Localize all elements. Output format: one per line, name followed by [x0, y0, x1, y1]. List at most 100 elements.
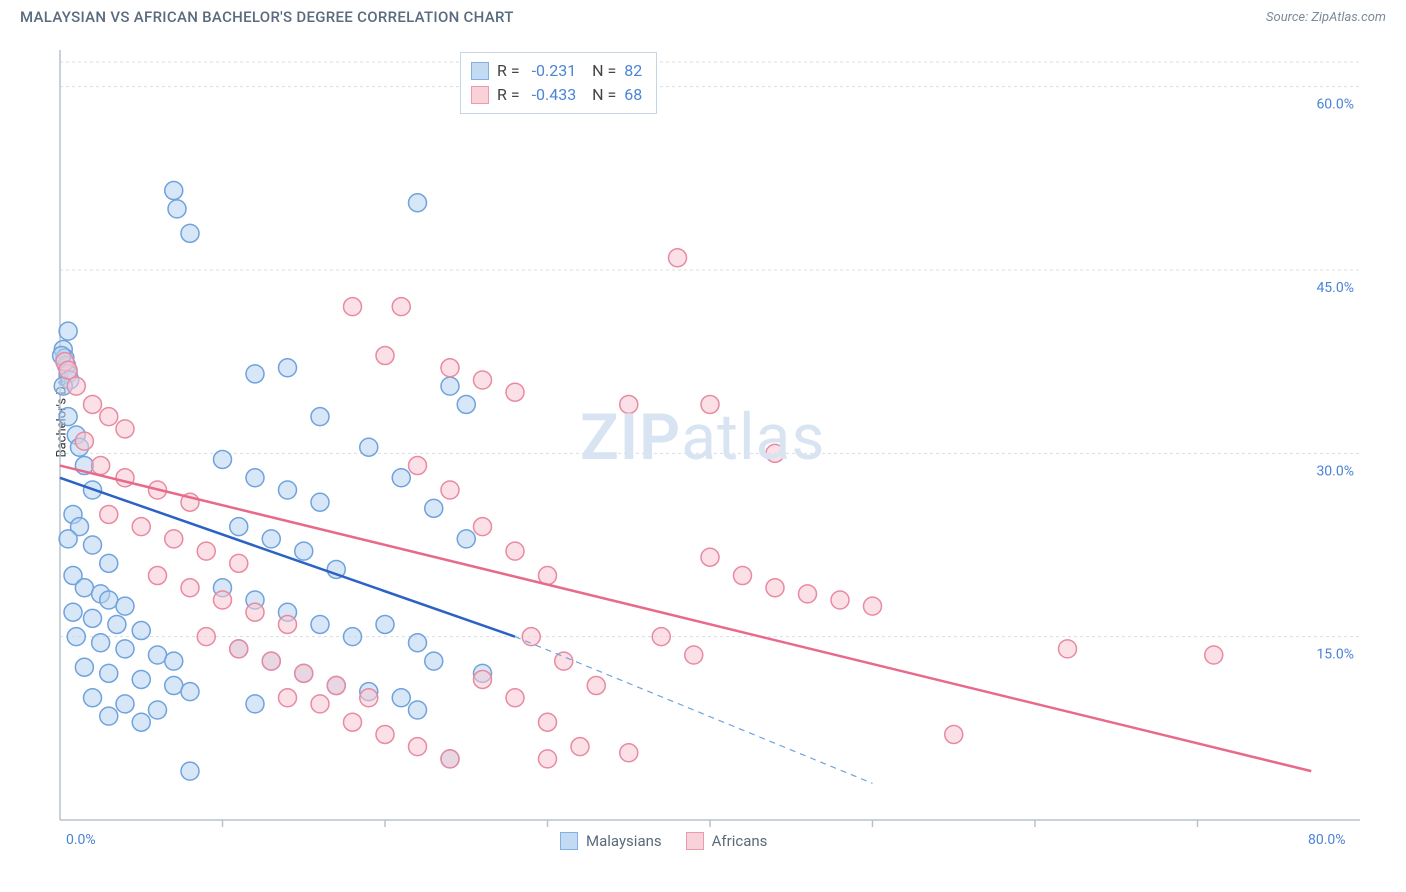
scatter-point [1205, 646, 1223, 664]
scatter-point [64, 603, 82, 621]
scatter-point [132, 518, 150, 536]
scatter-point [100, 554, 118, 572]
scatter-point [262, 530, 280, 548]
scatter-point [59, 408, 77, 426]
scatter-point [425, 652, 443, 670]
scatter-point [571, 738, 589, 756]
scatter-point [344, 713, 362, 731]
x-axis-max-label: 80.0% [1308, 832, 1346, 848]
scatter-point [409, 701, 427, 719]
scatter-point [100, 505, 118, 523]
legend-item: Africans [686, 832, 768, 850]
scatter-point [376, 725, 394, 743]
scatter-point [457, 395, 475, 413]
scatter-point [441, 377, 459, 395]
scatter-point [108, 615, 126, 633]
correlation-chart: Bachelor's Degree 15.0%30.0%45.0%60.0% Z… [20, 40, 1386, 860]
scatter-point [360, 438, 378, 456]
scatter-point [214, 450, 232, 468]
scatter-point [474, 670, 492, 688]
scatter-point [116, 695, 134, 713]
scatter-point [425, 499, 443, 517]
scatter-point [441, 750, 459, 768]
scatter-point [392, 689, 410, 707]
scatter-point [376, 347, 394, 365]
scatter-point [311, 408, 329, 426]
chart-svg: 15.0%30.0%45.0%60.0% [20, 40, 1386, 860]
scatter-point [230, 640, 248, 658]
scatter-point [441, 359, 459, 377]
scatter-point [84, 689, 102, 707]
scatter-point [409, 194, 427, 212]
scatter-point [59, 322, 77, 340]
scatter-point [75, 579, 93, 597]
scatter-point [165, 652, 183, 670]
scatter-point [230, 518, 248, 536]
scatter-point [165, 530, 183, 548]
scatter-point [59, 361, 77, 379]
legend-label: Malaysians [586, 832, 662, 850]
scatter-point [149, 567, 167, 585]
scatter-point [116, 597, 134, 615]
scatter-point [100, 664, 118, 682]
scatter-point [945, 725, 963, 743]
scatter-point [246, 695, 264, 713]
scatter-point [409, 457, 427, 475]
scatter-point [84, 536, 102, 554]
stat-n-value: 82 [624, 59, 642, 83]
scatter-point [327, 677, 345, 695]
scatter-point [116, 640, 134, 658]
scatter-point [67, 628, 85, 646]
stat-n-value: 68 [624, 83, 642, 107]
scatter-point [701, 548, 719, 566]
scatter-point [344, 298, 362, 316]
scatter-point [92, 634, 110, 652]
scatter-point [766, 444, 784, 462]
scatter-point [75, 658, 93, 676]
scatter-point [701, 395, 719, 413]
scatter-point [92, 457, 110, 475]
scatter-point [59, 530, 77, 548]
scatter-point [474, 518, 492, 536]
scatter-point [100, 591, 118, 609]
scatter-point [165, 677, 183, 695]
scatter-point [181, 762, 199, 780]
scatter-point [149, 646, 167, 664]
scatter-point [84, 609, 102, 627]
legend-swatch [686, 832, 704, 850]
scatter-point [75, 432, 93, 450]
scatter-point [311, 615, 329, 633]
legend-swatch [471, 86, 489, 104]
scatter-point [539, 713, 557, 731]
source-attribution: Source: ZipAtlas.com [1266, 10, 1386, 25]
legend-swatch [560, 832, 578, 850]
scatter-point [555, 652, 573, 670]
stats-row: R = -0.433 N =68 [471, 83, 642, 107]
scatter-point [522, 628, 540, 646]
scatter-point [409, 738, 427, 756]
scatter-point [864, 597, 882, 615]
scatter-point [376, 615, 394, 633]
x-axis-min-label: 0.0% [66, 832, 96, 848]
scatter-point [831, 591, 849, 609]
scatter-point [441, 481, 459, 499]
scatter-point [766, 579, 784, 597]
scatter-point [279, 359, 297, 377]
scatter-point [262, 652, 280, 670]
scatter-point [734, 567, 752, 585]
scatter-point [84, 395, 102, 413]
stat-r-label: R = [497, 83, 520, 107]
scatter-point [132, 713, 150, 731]
scatter-point [181, 683, 199, 701]
scatter-point [279, 689, 297, 707]
stat-r-value: -0.231 [528, 59, 577, 83]
scatter-point [344, 628, 362, 646]
scatter-point [539, 750, 557, 768]
scatter-point [311, 695, 329, 713]
y-tick-label: 30.0% [1316, 463, 1354, 479]
scatter-point [181, 579, 199, 597]
scatter-point [165, 182, 183, 200]
scatter-point [132, 670, 150, 688]
scatter-point [506, 383, 524, 401]
scatter-point [181, 224, 199, 242]
